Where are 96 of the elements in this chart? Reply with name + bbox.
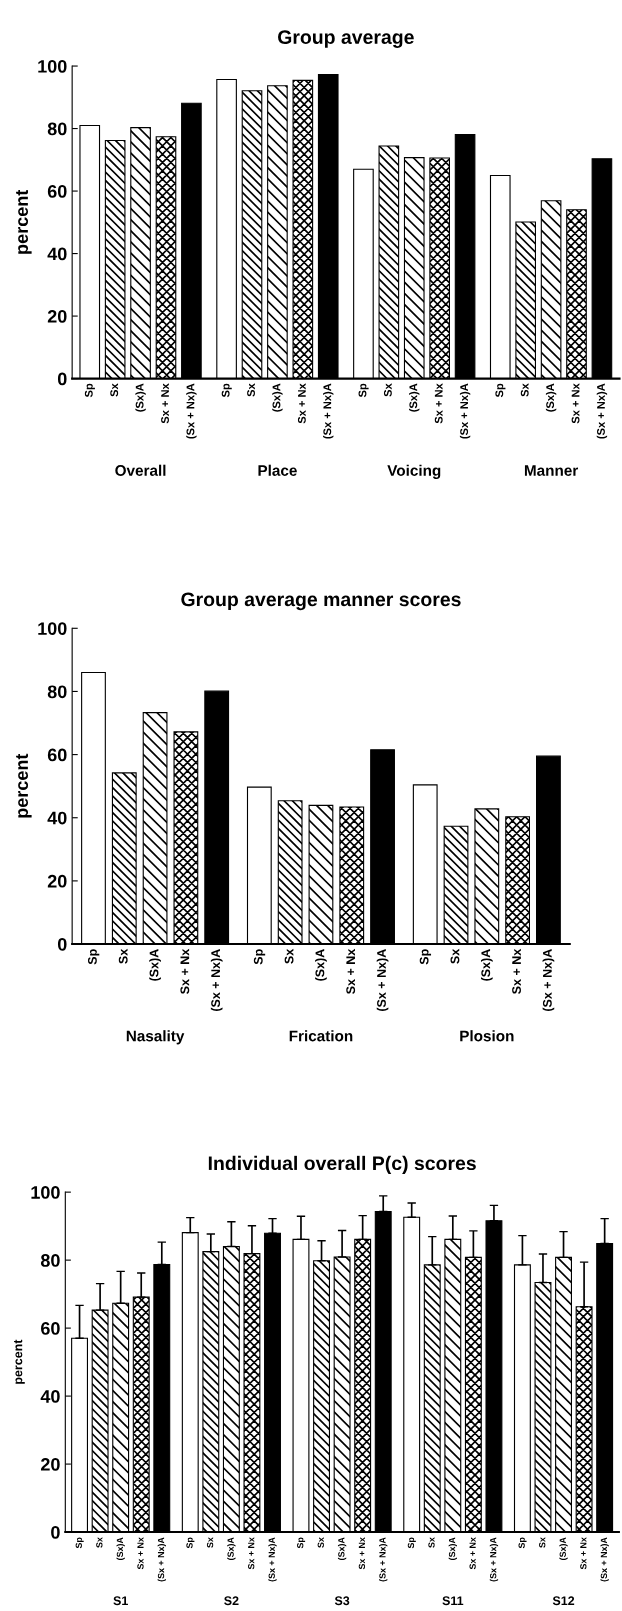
text: (Sx + Nx)A: [186, 383, 197, 439]
y-tick-label: 60: [41, 1322, 60, 1335]
text: Sx + Nx: [248, 1537, 255, 1570]
text: (Sx + Nx)A: [600, 1537, 609, 1582]
text: Sx: [247, 383, 255, 397]
y-tick-label: 80: [47, 122, 67, 136]
text: Sx: [450, 948, 460, 964]
text: (Sx + Nx)A: [376, 949, 389, 1012]
text: (Sx)A: [409, 383, 420, 412]
y-tick-label: 40: [47, 811, 67, 825]
text: (Sx + Nx)A: [542, 949, 555, 1012]
text: Sp: [84, 383, 95, 398]
y-axis-title: percent: [14, 1339, 25, 1384]
text: Sx + Nx: [180, 948, 190, 994]
text: Sx: [110, 383, 119, 397]
text: (Sx)A: [559, 1537, 568, 1560]
x-tick-label: Plosion: [460, 1030, 514, 1042]
text: (Sx)A: [227, 1537, 236, 1560]
text: (Sx + Nx)A: [323, 383, 334, 439]
text: Sp: [407, 1537, 416, 1549]
text: (Sx)A: [545, 383, 557, 412]
text: (Sx)A: [149, 949, 161, 981]
text: Sx + Nx: [512, 948, 521, 994]
text: Sx: [317, 1537, 324, 1548]
x-tick-label: Place: [258, 464, 297, 476]
x-tick-label: Manner: [524, 465, 579, 476]
text: Sx + Nx: [434, 383, 443, 424]
text: Sp: [186, 1537, 195, 1549]
text: (Sx)A: [448, 1537, 457, 1560]
text: (Sx + Nx)A: [157, 1537, 166, 1582]
text: Sp: [419, 949, 432, 965]
y-tick-label: 60: [47, 185, 67, 198]
x-tick-label: S3: [334, 1596, 350, 1606]
x-tick-label: S2: [224, 1596, 239, 1606]
x-tick-label: S1: [113, 1596, 128, 1606]
x-tick-label: Nasality: [126, 1030, 185, 1045]
text: Sp: [253, 949, 266, 965]
text: Sp: [75, 1537, 84, 1549]
text: (Sx + Nx)A: [379, 1537, 388, 1582]
text: Sx: [96, 1537, 103, 1548]
text: Sp: [358, 383, 369, 398]
y-tick-label: 100: [38, 59, 67, 73]
x-tick-label: Frication: [289, 1030, 353, 1042]
text: (Sx + Nx)A: [489, 1537, 499, 1582]
text: Sp: [221, 383, 232, 398]
y-tick-label: 100: [38, 622, 67, 636]
text: (Sx + Nx)A: [596, 383, 608, 439]
text: Sx + Nx: [580, 1537, 587, 1570]
text: Sx + Nx: [137, 1537, 144, 1570]
y-tick-label: 40: [47, 247, 67, 261]
y-tick-label: 0: [57, 372, 67, 386]
text: Sx + Nx: [469, 1537, 476, 1570]
x-tick-label: Overall: [115, 464, 166, 476]
y-tick-label: 80: [47, 685, 67, 699]
text: Sp: [87, 949, 100, 965]
y-tick-label: 20: [47, 874, 67, 888]
text: Sx: [520, 383, 529, 397]
text: Sx: [539, 1537, 546, 1548]
text: Sp: [518, 1537, 527, 1549]
text: (Sx + Nx)A: [210, 949, 223, 1012]
y-tick-label: 0: [51, 1526, 60, 1539]
y-tick-label: 80: [40, 1254, 60, 1267]
x-tick-label: Voicing: [387, 464, 441, 479]
y-tick-label: 100: [31, 1186, 60, 1199]
text: (Sx)A: [337, 1537, 347, 1560]
x-tick-label: S11: [442, 1596, 464, 1606]
text: (Sx)A: [272, 383, 283, 412]
chart-title: Group average: [278, 30, 414, 48]
y-tick-label: 40: [40, 1390, 60, 1403]
text: Sx: [284, 948, 294, 964]
text: Sx: [428, 1537, 435, 1548]
y-tick-label: 0: [57, 937, 67, 951]
y-axis-title: percent: [16, 753, 32, 818]
text: (Sx + Nx)A: [268, 1537, 277, 1582]
text: Sx + Nx: [297, 383, 306, 424]
y-axis-title: percent: [16, 189, 32, 254]
text: Sx + Nx: [161, 383, 169, 424]
text: Sx + Nx: [358, 1537, 366, 1570]
text: (Sx)A: [135, 383, 146, 412]
y-tick-label: 20: [47, 310, 67, 323]
text: (Sx)A: [116, 1537, 125, 1560]
text: (Sx)A: [480, 949, 493, 981]
text: Sx: [383, 383, 392, 397]
x-tick-label: S12: [552, 1596, 575, 1606]
y-tick-label: 60: [47, 748, 67, 762]
text: (Sx + Nx)A: [459, 383, 471, 439]
text: Sp: [297, 1537, 306, 1549]
chart-title: Individual overall P(c) scores: [208, 1155, 476, 1174]
text: Sx + Nx: [346, 948, 356, 994]
text: (Sx)A: [315, 949, 327, 981]
chart-title: Group average manner scores: [181, 592, 461, 611]
text: Sx + Nx: [571, 383, 580, 424]
text: Sx: [118, 948, 128, 964]
text: Sp: [495, 383, 506, 398]
y-tick-label: 20: [40, 1458, 60, 1471]
text: Sx: [206, 1537, 214, 1548]
